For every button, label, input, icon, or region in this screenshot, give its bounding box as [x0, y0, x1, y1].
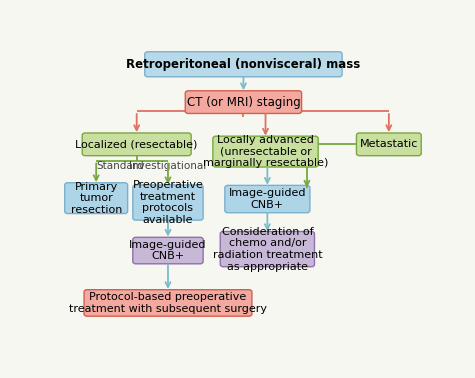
FancyBboxPatch shape [185, 91, 302, 113]
FancyBboxPatch shape [82, 133, 191, 156]
FancyBboxPatch shape [145, 52, 342, 77]
Text: Protocol-based preoperative
treatment with subsequent surgery: Protocol-based preoperative treatment wi… [69, 292, 267, 314]
Text: Image-guided
CNB+: Image-guided CNB+ [228, 188, 306, 210]
Text: Retroperitoneal (nonvisceral) mass: Retroperitoneal (nonvisceral) mass [126, 58, 361, 71]
Text: Localized (resectable): Localized (resectable) [76, 139, 198, 149]
FancyBboxPatch shape [133, 237, 203, 264]
FancyBboxPatch shape [225, 185, 310, 213]
Text: CT (or MRI) staging: CT (or MRI) staging [187, 96, 300, 108]
Text: Locally advanced
(unresectable or
marginally resectable): Locally advanced (unresectable or margin… [203, 135, 328, 168]
Text: Primary
tumor
resection: Primary tumor resection [70, 181, 122, 215]
FancyBboxPatch shape [133, 185, 203, 220]
Text: Image-guided
CNB+: Image-guided CNB+ [129, 240, 207, 261]
Text: Investigational: Investigational [129, 161, 207, 171]
Text: Preoperative
treatment
protocols
available: Preoperative treatment protocols availab… [133, 180, 203, 225]
Text: Consideration of
chemo and/or
radiation treatment
as appropriate: Consideration of chemo and/or radiation … [212, 227, 322, 271]
Text: Standard: Standard [96, 161, 144, 171]
FancyBboxPatch shape [65, 183, 128, 214]
FancyBboxPatch shape [84, 290, 252, 316]
FancyBboxPatch shape [356, 133, 421, 156]
FancyBboxPatch shape [220, 231, 314, 267]
Text: Metastatic: Metastatic [360, 139, 418, 149]
FancyBboxPatch shape [213, 136, 318, 167]
